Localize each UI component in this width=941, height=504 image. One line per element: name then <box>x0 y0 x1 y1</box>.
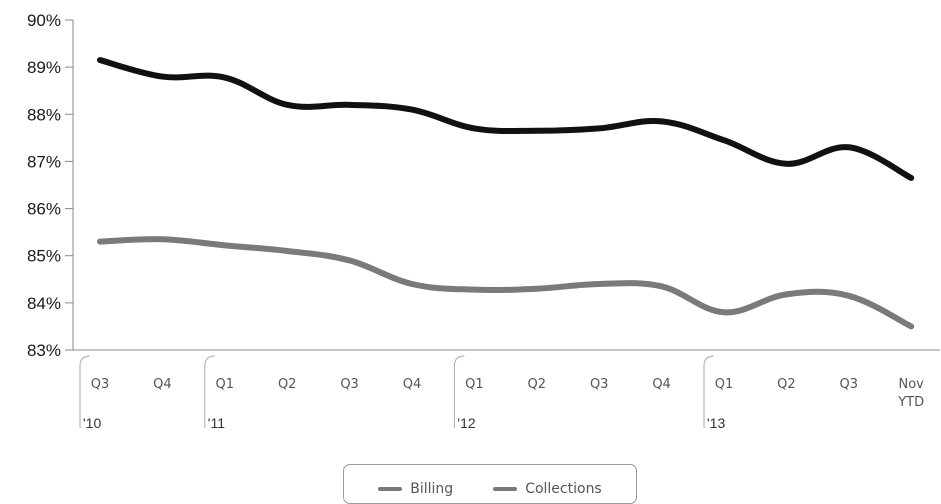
legend: Billing Collections <box>343 464 637 504</box>
year-bracket <box>204 355 215 428</box>
y-axis-ticks: 90% 89% 88% 87% 86% 85% 84% 83% <box>27 11 73 360</box>
year-bracket <box>79 355 91 428</box>
x-tick-label: Q3 <box>340 377 359 392</box>
y-tick-label: 87% <box>27 152 61 171</box>
year-label: '12 <box>457 415 475 431</box>
y-tick-label: 85% <box>27 247 61 266</box>
legend-label-collections: Collections <box>525 481 602 497</box>
x-tick-label: Q4 <box>153 377 172 392</box>
x-tick-label: Q3 <box>840 377 859 392</box>
x-tick-label: Q2 <box>777 377 796 392</box>
series-lines <box>97 57 915 330</box>
axes <box>72 20 940 351</box>
legend-item-billing: Billing <box>378 481 453 497</box>
series-line-billing <box>97 57 915 181</box>
y-tick-label: 83% <box>27 341 61 360</box>
year-bracket <box>453 355 465 428</box>
x-tick-label: Q3 <box>91 377 110 392</box>
collections-swatch <box>493 487 518 491</box>
year-label: '10 <box>83 415 101 431</box>
x-tick-label: Nov <box>899 377 925 392</box>
x-axis-ticks: Q3 Q4 Q1 Q2 Q3 Q4 Q1 Q2 Q3 Q4 Q1 Q2 Q3 Nov YTD '10 '11 '1… <box>79 355 925 431</box>
x-tick-label: Q2 <box>528 377 547 392</box>
y-tick-label: 84% <box>27 294 61 313</box>
x-tick-label: Q4 <box>652 377 671 392</box>
x-tick-label: Q4 <box>403 377 422 392</box>
legend-label-billing: Billing <box>410 481 454 497</box>
x-tick-label: Q1 <box>715 377 734 392</box>
y-tick-label: 89% <box>27 58 61 77</box>
x-tick-label: Q3 <box>590 377 609 392</box>
y-tick-label: 86% <box>27 200 61 219</box>
legend-item-collections: Collections <box>493 481 602 497</box>
billing-swatch <box>378 487 403 491</box>
year-label: '13 <box>707 415 725 431</box>
x-tick-label: Q1 <box>465 377 484 392</box>
y-tick-label: 90% <box>27 11 61 30</box>
x-tick-label: YTD <box>897 395 924 410</box>
year-bracket <box>703 355 715 428</box>
series-line-collections <box>97 236 915 330</box>
line-chart: 90%89%88%87%86%85%84%83% Q3 Q4 Q1 Q2 Q3 Q4 Q1 Q… <box>27 11 940 431</box>
x-tick-label: Q1 <box>216 377 235 392</box>
y-tick-label: 88% <box>27 105 61 124</box>
year-label: '11 <box>208 415 225 431</box>
x-tick-label: Q2 <box>278 377 297 392</box>
